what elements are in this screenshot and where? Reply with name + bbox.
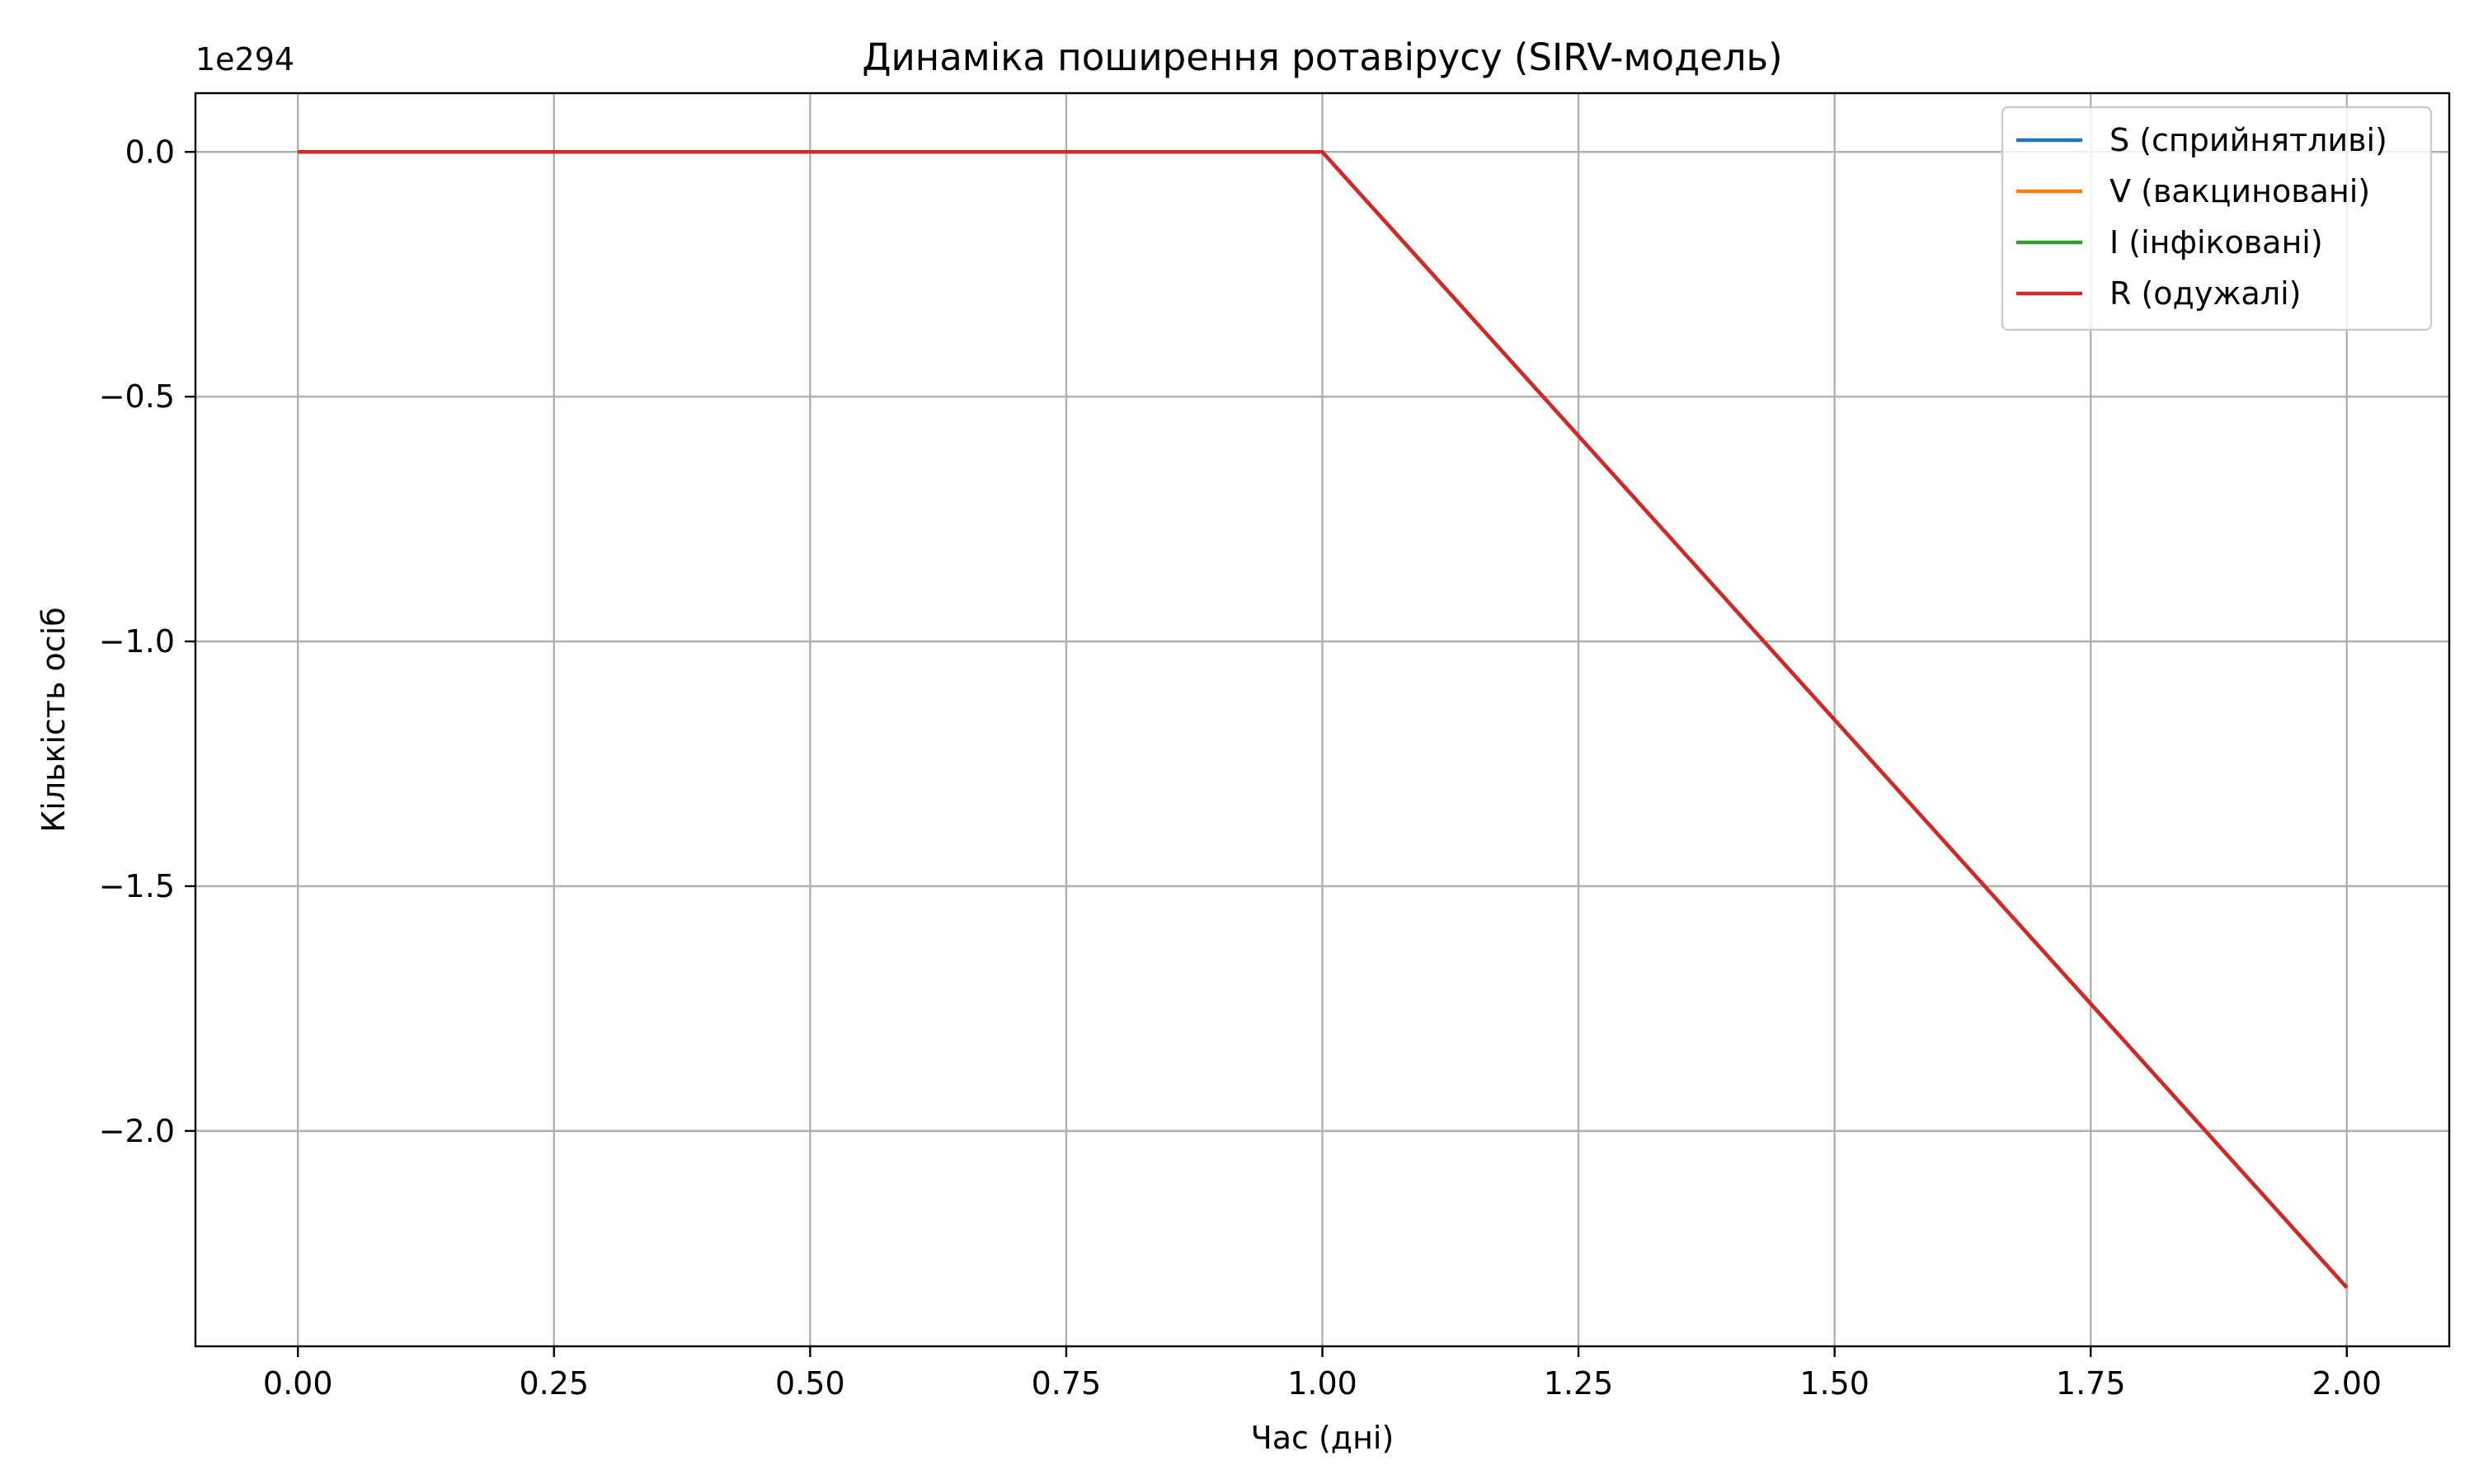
y-tick-label: −0.5: [99, 378, 175, 415]
x-tick-label: 1.25: [1544, 1365, 1614, 1402]
x-tick-label: 0.50: [775, 1365, 845, 1402]
y-tick-label: −2.0: [99, 1113, 175, 1149]
x-axis-label: Час (дні): [1251, 1420, 1395, 1456]
legend: S (сприйнятливі) V (вакциновані) I (інфіко…: [2001, 106, 2433, 331]
x-tick-label: 0.00: [263, 1365, 333, 1402]
y-tick-label: −1.5: [99, 868, 175, 904]
x-tick-label: 0.75: [1032, 1365, 1102, 1402]
legend-label: R (одужалі): [2109, 275, 2302, 312]
series-line-4: [298, 150, 2349, 1289]
x-tick-label: 1.00: [1287, 1365, 1357, 1402]
legend-label: I (інфіковані): [2109, 224, 2323, 261]
x-tick-label: 1.75: [2056, 1365, 2126, 1402]
legend-label: S (сприйнятливі): [2109, 122, 2387, 158]
chart-title: Динаміка поширення ротавірусу (SIRV-моде…: [862, 35, 1782, 79]
y-tick-label: 0.0: [125, 134, 175, 170]
x-axis-ticks: 0.00 0.25 0.50 0.75 1.00 1.25 1.50 1.75 2.00: [263, 1346, 2382, 1402]
x-tick-label: 1.50: [1799, 1365, 1870, 1402]
x-tick-label: 0.25: [519, 1365, 589, 1402]
legend-box: [2001, 106, 2433, 331]
y-tick-label: −1.0: [99, 623, 175, 660]
x-tick-label: 2.00: [2312, 1365, 2382, 1402]
legend-label: V (вакциновані): [2109, 173, 2370, 209]
y-axis-offset-label: 1e294: [195, 41, 294, 77]
series-lines: [298, 150, 2349, 1289]
y-axis-ticks: 0.0 −0.5 −1.0 −1.5 −2.0: [99, 134, 195, 1149]
y-axis-label: Кількість осіб: [35, 607, 72, 832]
